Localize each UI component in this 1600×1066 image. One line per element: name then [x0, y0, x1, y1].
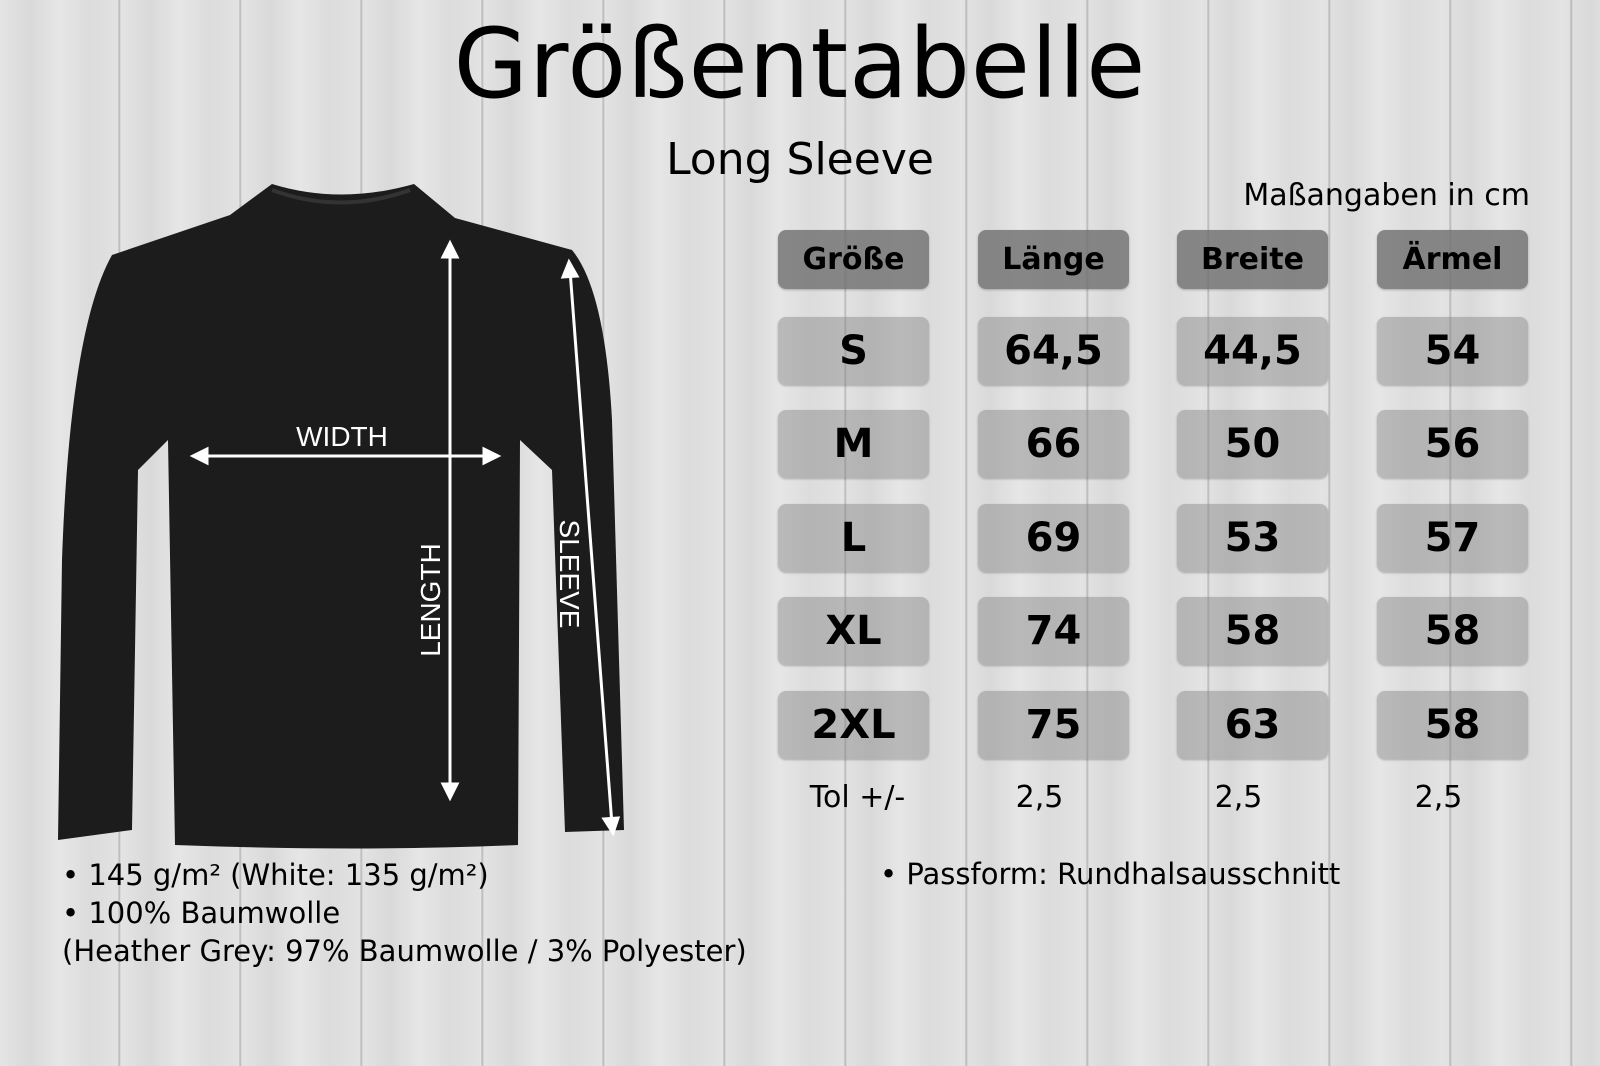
size-cell: M — [778, 410, 929, 478]
shirt-shape — [58, 184, 624, 849]
column-header: Länge — [978, 230, 1129, 289]
measure-cell: 44,5 — [1177, 317, 1328, 385]
shirt-collar — [271, 188, 411, 205]
measure-arrows — [189, 239, 621, 837]
measure-cell: 66 — [978, 410, 1129, 478]
column-header: Breite — [1177, 230, 1328, 289]
note-heather: (Heather Grey: 97% Baumwolle / 3% Polyes… — [62, 934, 747, 968]
size-cell: L — [778, 504, 929, 572]
tolerance-cell: 2,5 — [1214, 780, 1263, 815]
tolerance-cell: 2,5 — [1414, 780, 1463, 815]
units-note: Maßangaben in cm — [1243, 178, 1530, 213]
size-cell: S — [778, 317, 929, 385]
size-cell: 2XL — [778, 691, 929, 759]
page-subtitle: Long Sleeve — [666, 134, 934, 185]
length-label: LENGTH — [415, 543, 446, 657]
measure-cell: 69 — [978, 504, 1129, 572]
size-cell: XL — [778, 597, 929, 665]
sleeve-label: SLEEVE — [554, 520, 585, 629]
measure-cell: 75 — [978, 691, 1129, 759]
measure-cell: 54 — [1377, 317, 1528, 385]
measure-cell: 58 — [1177, 597, 1328, 665]
width-label: WIDTH — [296, 421, 388, 452]
measure-cell: 74 — [978, 597, 1129, 665]
column-header: Ärmel — [1377, 230, 1528, 289]
measure-cell: 64,5 — [978, 317, 1129, 385]
column-header: Größe — [778, 230, 929, 289]
note-fit: • Passform: Rundhalsausschnitt — [880, 857, 1341, 891]
fabric-notes: • 145 g/m² (White: 135 g/m²) • 100% Baum… — [62, 856, 747, 970]
note-weight: • 145 g/m² (White: 135 g/m²) — [62, 858, 489, 892]
note-material: • 100% Baumwolle — [62, 896, 341, 930]
measure-cell: 58 — [1377, 691, 1528, 759]
page-title: Größentabelle — [453, 8, 1147, 120]
measure-cell: 63 — [1177, 691, 1328, 759]
measure-cell: 53 — [1177, 504, 1328, 572]
measure-cell: 50 — [1177, 410, 1328, 478]
measure-cell: 56 — [1377, 410, 1528, 478]
measure-cell: 57 — [1377, 504, 1528, 572]
tolerance-cell: Tol +/- — [809, 780, 906, 815]
measure-cell: 58 — [1377, 597, 1528, 665]
tolerance-cell: 2,5 — [1015, 780, 1064, 815]
